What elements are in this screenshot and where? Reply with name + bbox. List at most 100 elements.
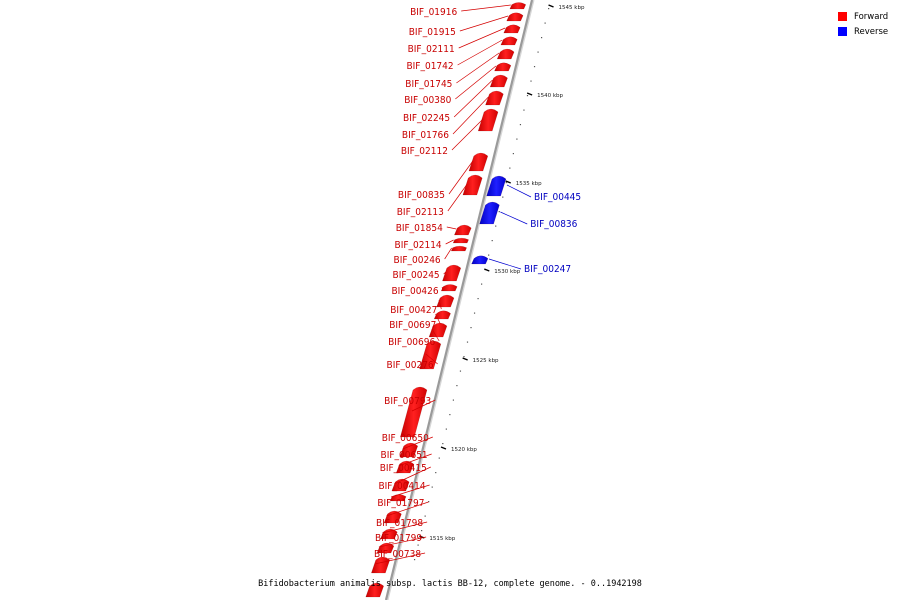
forward-gene-label: BIF_01798 [376,518,423,529]
forward-gene-block [442,264,462,282]
scale-tick-label: 1525 kbp [473,358,499,364]
minor-tick [449,414,451,416]
gene-leader-line [488,258,522,270]
forward-gene-block [468,152,489,172]
gene-leader-line [402,436,433,450]
gene-leader-line [398,453,432,467]
minor-tick [470,327,472,329]
forward-swatch [838,12,847,21]
gene-leader-line [451,118,484,151]
gene-leader-line [411,399,436,412]
minor-tick [435,472,437,474]
legend-label-reverse: Reverse [854,26,889,37]
forward-gene-label: BIF_00414 [378,481,425,492]
scale-tick-label: 1535 kbp [516,181,542,187]
gene-leader-line [394,466,431,485]
minor-tick [548,8,550,10]
minor-tick [413,559,416,561]
minor-tick [431,486,433,488]
forward-gene-block [391,478,410,492]
legend-item-forward: Forward [838,9,888,24]
backbone-shadow [386,0,535,600]
gene-leader-line [445,239,454,245]
reverse-gene-label: BIF_00247 [524,264,571,275]
forward-gene-label: BIF_00380 [404,95,451,106]
reverse-gene-block [479,201,500,225]
legend-label-forward: Forward [854,11,889,22]
minor-tick [466,341,469,343]
minor-tick [442,443,444,445]
forward-gene-label: BIF_00738 [374,549,421,560]
forward-gene-label: BIF_02113 [397,207,444,218]
gene-leader-line [457,39,503,66]
scale-tick-label: 1515 kbp [429,536,455,542]
gene-leader-line [461,4,511,12]
gene-leader-line [390,484,430,498]
gene-leader-line [459,15,509,32]
gene-leader-line [446,226,457,230]
gene-leader-line [453,79,493,118]
reverse-gene-label: BIF_00836 [530,219,577,230]
minor-tick [509,167,511,169]
minor-tick [526,95,529,97]
minor-tick [533,66,536,68]
scale-tick-label: 1520 kbp [451,447,477,453]
minor-tick [445,428,447,430]
gene-leader-line [455,65,497,100]
forward-gene-label: BIF_02112 [401,146,448,157]
minor-tick [424,515,426,517]
scale-tick-label: 1545 kbp [559,5,585,11]
forward-gene-block [462,174,483,196]
minor-tick [516,138,518,140]
forward-gene-label: BIF_00276 [387,360,434,371]
forward-gene-block [509,2,527,10]
forward-gene-block [433,310,451,320]
gene-leader-line [456,52,500,84]
gene-leader-line [506,184,532,198]
forward-gene-block [428,322,448,338]
minor-tick [544,22,546,24]
gene-leader-line [438,299,442,310]
minor-tick [523,109,525,111]
reverse-swatch [838,27,847,36]
forward-gene-label: BIF_01797 [377,498,424,509]
gene-leader-line [374,552,426,565]
gene-leader-line [431,328,440,342]
forward-gene-label: BIF_00835 [398,190,445,201]
minor-tick [452,399,454,401]
minor-tick [505,182,507,184]
major-tick [505,180,511,184]
forward-gene-label: BIF_01915 [409,27,456,38]
major-tick [462,357,468,361]
forward-gene-label: BIF_00246 [394,255,441,266]
forward-gene-block [440,284,458,292]
major-tick [548,4,554,8]
minor-tick [428,501,430,503]
gene-leader-line [443,271,447,275]
forward-gene-label: BIF_01854 [396,223,443,234]
forward-gene-label: BIF_00650 [382,433,429,444]
forward-gene-block [500,36,518,46]
forward-gene-block [503,24,521,34]
forward-gene-label: BIF_01745 [405,79,452,90]
gene-leader-line [452,96,489,135]
forward-gene-block [371,556,391,574]
forward-gene-block [453,224,472,236]
gene-leader-line [435,313,441,325]
minor-tick [488,254,490,256]
minor-tick [463,356,465,358]
forward-gene-label: BIF_00427 [390,305,437,316]
forward-gene-label: BIF_02245 [403,113,450,124]
forward-gene-label: BIF_00793 [384,396,431,407]
forward-gene-label: BIF_00697 [389,320,436,331]
minor-tick [498,211,500,213]
forward-gene-block [399,442,419,458]
minor-tick [495,225,497,227]
scale-tick-label: 1530 kbp [494,269,520,275]
gene-leader-line [458,27,506,49]
forward-gene-block [400,386,428,438]
minor-tick [421,530,423,532]
forward-gene-block [365,582,384,598]
gene-leader-line [447,183,468,212]
